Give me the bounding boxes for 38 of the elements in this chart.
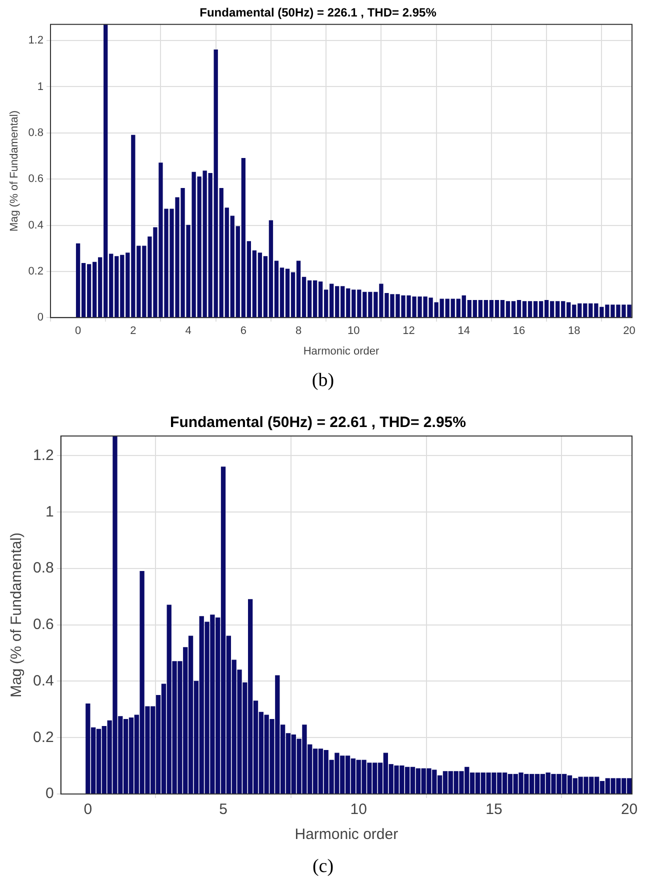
x-tick-label: 0: [84, 801, 92, 818]
x-tick-label: 20: [620, 801, 638, 818]
y-tick-label: 1: [37, 80, 44, 93]
y-tick-label: 0.6: [28, 173, 44, 186]
x-tick-label: 8: [295, 325, 302, 338]
chart-title: Fundamental (50Hz) = 22.61 , THD= 2.95%: [170, 414, 466, 432]
x-tick-label: 16: [512, 325, 526, 338]
x-tick-label: 10: [350, 801, 367, 818]
y-tick-label: 1.2: [28, 34, 44, 47]
text: (b): [310, 369, 336, 393]
text: (c): [311, 855, 335, 879]
y-tick-label: 0.8: [28, 126, 44, 139]
y-tick-label: 0: [37, 312, 44, 324]
x-tick-label: 6: [240, 325, 246, 338]
x-tick-label: 14: [458, 325, 470, 338]
x-tick-label: 18: [568, 325, 580, 338]
y-tick-label: 0.2: [28, 265, 44, 278]
x-tick-label: 0: [74, 325, 82, 338]
y-tick-label: 0.2: [32, 728, 54, 746]
x-tick-label: 2: [130, 325, 136, 338]
x-axis-title: Harmonic order: [294, 826, 398, 844]
y-tick-label: 0.8: [32, 560, 54, 577]
y-axis-title: Mag (% of Fundamental): [8, 532, 26, 698]
x-axis-title: Harmonic order: [303, 345, 380, 358]
y-tick-label: 1: [46, 503, 54, 520]
x-tick-label: 5: [219, 801, 228, 818]
x-tick-label: 4: [185, 325, 192, 338]
y-tick-label: 0.4: [32, 672, 54, 690]
y-tick-label: 0.4: [28, 219, 44, 232]
x-tick-label: 20: [623, 325, 636, 338]
y-tick-label: 0.6: [32, 616, 54, 634]
chart-title: Fundamental (50Hz) = 226.1 , THD= 2.95%: [200, 6, 437, 20]
y-tick-label: 0: [46, 785, 54, 802]
x-tick-label: 10: [348, 325, 360, 338]
y-axis-title: Mag (% of Fundamental): [8, 110, 21, 232]
x-tick-label: 15: [486, 801, 502, 818]
y-tick-label: 1.2: [32, 446, 54, 464]
x-tick-label: 12: [402, 325, 415, 338]
